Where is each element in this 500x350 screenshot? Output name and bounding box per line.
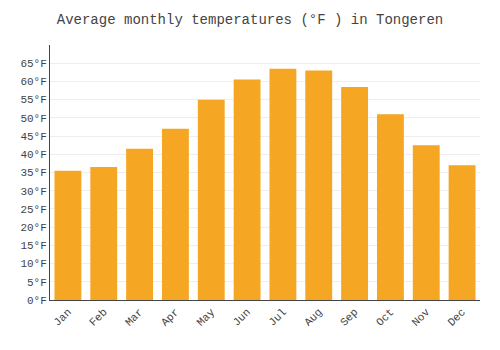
svg-text:Aug: Aug [302,306,324,328]
svg-text:Sep: Sep [338,306,360,328]
svg-text:15°F: 15°F [20,240,46,252]
svg-text:50°F: 50°F [20,113,46,125]
svg-text:May: May [195,306,218,329]
svg-text:10°F: 10°F [20,258,46,270]
svg-text:Dec: Dec [446,306,468,328]
svg-text:Jan: Jan [51,306,73,328]
svg-text:Nov: Nov [410,306,433,329]
svg-text:25°F: 25°F [20,204,46,216]
svg-text:Oct: Oct [374,306,396,328]
svg-text:5°F: 5°F [27,277,47,289]
svg-text:60°F: 60°F [20,76,46,88]
svg-text:65°F: 65°F [20,58,46,70]
svg-text:40°F: 40°F [20,149,46,161]
svg-text:45°F: 45°F [20,131,46,143]
svg-text:30°F: 30°F [20,186,46,198]
svg-text:Jun: Jun [231,306,253,328]
svg-text:Average monthly temperatures (: Average monthly temperatures (°F ) in To… [57,12,443,28]
svg-text:0°F: 0°F [27,295,47,307]
svg-text:35°F: 35°F [20,167,46,179]
svg-text:Apr: Apr [159,306,181,328]
svg-text:20°F: 20°F [20,222,46,234]
svg-text:Jul: Jul [266,306,288,328]
svg-text:Feb: Feb [87,306,109,328]
svg-text:Mar: Mar [123,306,145,328]
svg-text:55°F: 55°F [20,94,46,106]
